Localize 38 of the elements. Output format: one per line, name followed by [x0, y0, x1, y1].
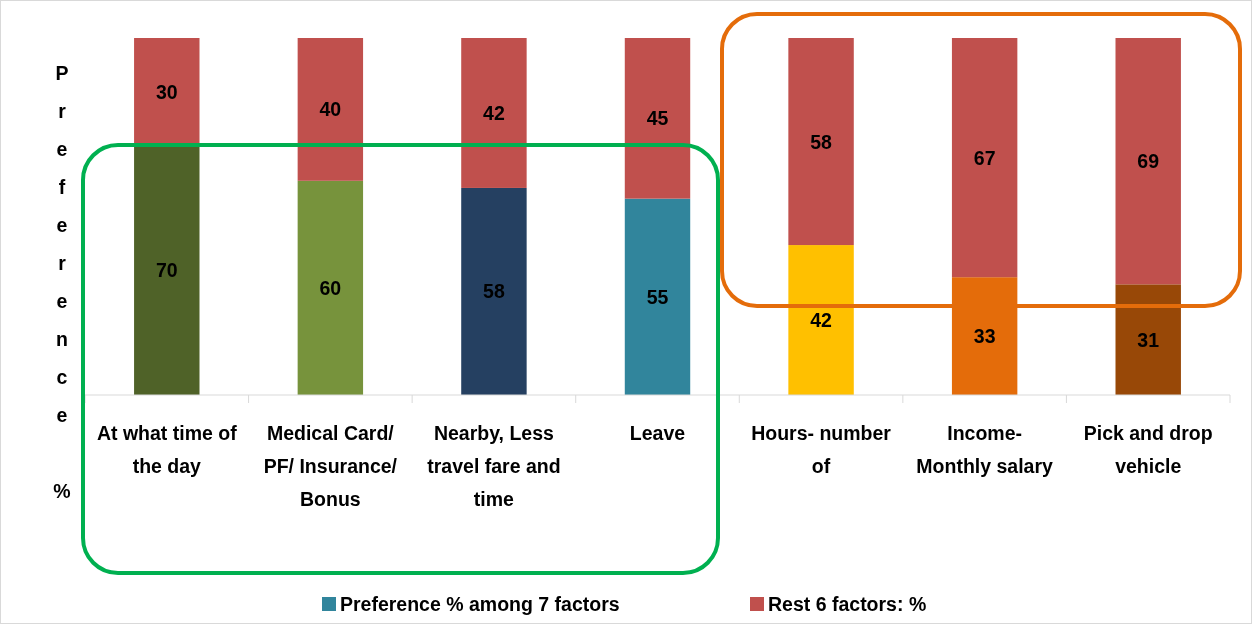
bar	[134, 38, 200, 146]
bar	[461, 38, 527, 188]
data-label: 42	[810, 309, 833, 332]
bar	[297, 180, 364, 395]
data-label: 70	[155, 259, 178, 282]
x-tick-label: Medical Card/ PF/ Insurance/ Bonus	[263, 422, 398, 510]
data-label: 58	[483, 280, 505, 303]
x-tick-label: At what time of the day	[96, 422, 238, 477]
x-tick-label: Leave	[629, 422, 686, 444]
data-label: 40	[319, 98, 342, 121]
x-tick-label: Nearby, Less travel fare and time	[427, 422, 561, 510]
bar	[1115, 38, 1181, 285]
bar	[624, 198, 691, 395]
data-label: 58	[810, 130, 833, 153]
data-label: 42	[483, 101, 505, 124]
bar	[951, 38, 1018, 278]
data-label: 45	[646, 107, 669, 130]
bar	[297, 38, 364, 181]
bar	[1115, 284, 1181, 395]
bar	[951, 277, 1018, 395]
legend-label: Rest 6 factors: %	[768, 593, 927, 615]
data-label: 69	[1137, 150, 1160, 173]
data-label: 67	[973, 146, 996, 169]
data-label: 55	[646, 285, 669, 308]
bar	[624, 38, 691, 199]
bar	[788, 245, 854, 395]
legend-label: Preference % among 7 factors	[340, 593, 620, 615]
data-label: 30	[155, 80, 178, 103]
bar	[461, 187, 527, 395]
x-tick-label: Hours- number of	[751, 422, 892, 477]
bar	[134, 145, 200, 395]
bar	[788, 38, 854, 246]
y-axis-title: Preference %	[51, 62, 73, 518]
x-tick-label: Income- Monthly salary	[916, 422, 1054, 477]
x-tick-label: Pick and drop vehicle	[1083, 422, 1213, 477]
data-label: 31	[1137, 328, 1160, 351]
data-label: 60	[319, 276, 342, 299]
data-label: 33	[973, 325, 996, 348]
